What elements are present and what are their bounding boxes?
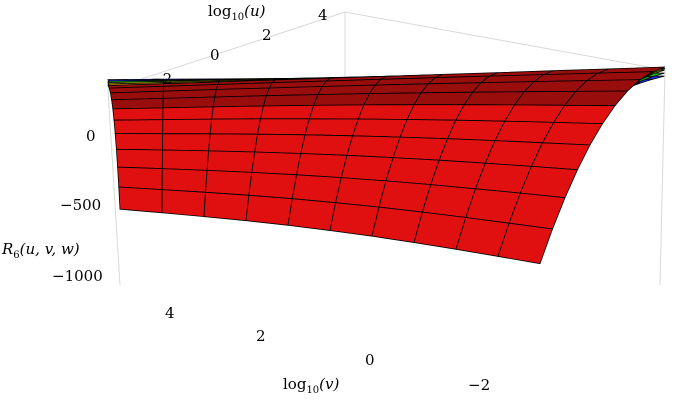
surface-patch <box>357 104 415 120</box>
surface-patch <box>118 186 163 214</box>
surface-patch <box>206 150 256 173</box>
z-axis-label: R6(u, v, w) <box>1 240 80 261</box>
surface-patch <box>161 189 206 218</box>
surface-patch <box>162 133 211 152</box>
surface-patch <box>287 198 337 231</box>
surface-patch <box>248 171 298 200</box>
plot-box-front <box>107 69 666 286</box>
u-tick-label: 0 <box>210 46 220 64</box>
surface-patch <box>340 154 394 182</box>
surface-patch <box>291 174 342 204</box>
surface-patch <box>308 104 365 120</box>
surface-patch <box>111 97 164 110</box>
surface-patch <box>317 84 376 96</box>
surface-patch <box>162 106 214 121</box>
surface-patch <box>211 105 265 120</box>
surface-patch <box>254 133 306 154</box>
surface-patch <box>368 83 430 95</box>
surface-patch <box>203 191 250 222</box>
v-tick-label: 2 <box>256 327 266 345</box>
z-tick-label: −1000 <box>52 267 103 285</box>
u-tick-label: −2 <box>150 70 172 88</box>
z-axis: 0 −500 −1000 R6(u, v, w) <box>1 127 103 285</box>
surface-patch <box>161 149 210 171</box>
surface-patch <box>209 118 261 135</box>
surface-patch <box>259 104 315 120</box>
surface-0 <box>107 66 666 265</box>
surface-patch <box>455 104 516 122</box>
surface-patch <box>463 91 526 106</box>
v-tick-label: 4 <box>165 304 175 322</box>
surface-patch <box>413 91 474 106</box>
surface-patch <box>530 142 591 171</box>
surface-patch <box>497 222 554 265</box>
u-tick-label: 4 <box>318 6 328 24</box>
surface-patch <box>257 118 310 136</box>
surface-patch <box>113 119 164 135</box>
surface-patch <box>399 119 457 140</box>
u-axis: −2 0 2 4 log10(u) <box>150 2 328 88</box>
v-tick-label: 0 <box>365 351 375 369</box>
surface-patch <box>371 206 423 243</box>
surface-patch <box>245 194 293 226</box>
surface-patch <box>363 92 422 106</box>
surface-patch <box>304 118 359 137</box>
surface-patch <box>212 95 267 108</box>
surface-patch <box>262 94 319 107</box>
surface-patch <box>552 104 616 125</box>
surface-patch <box>313 93 371 106</box>
surface-patch <box>117 166 163 191</box>
surface-patch <box>115 148 163 170</box>
box-front-left-edge <box>107 89 121 286</box>
surface-patch <box>385 157 440 186</box>
surface-patch <box>251 151 302 176</box>
surface-patch <box>208 133 259 153</box>
u-axis-label: log10(u) <box>208 2 266 23</box>
surface-patch <box>300 134 354 156</box>
surface-patch <box>392 136 449 161</box>
surface-patch <box>296 153 348 179</box>
surface-patch <box>352 118 408 138</box>
surface-patch <box>563 90 629 107</box>
surface-patch <box>162 118 213 135</box>
surface-patch <box>420 82 483 94</box>
v-axis-label: log10(v) <box>283 375 339 396</box>
z-tick-label: −500 <box>60 196 101 214</box>
surface-patch <box>114 133 164 151</box>
surfaces <box>107 66 666 265</box>
surface-patch <box>346 135 401 159</box>
surface-patch <box>329 202 380 237</box>
box-front-right-edge <box>659 69 666 286</box>
surface-patch <box>406 104 465 121</box>
surface-patch <box>205 169 253 196</box>
surface-patch <box>112 107 164 121</box>
u-tick-label: 2 <box>262 26 272 44</box>
surface-patch <box>161 168 208 193</box>
z-tick-label: 0 <box>86 127 96 145</box>
surface-patch <box>541 121 604 146</box>
surface-patch <box>378 180 432 213</box>
surface-patch <box>162 96 216 109</box>
v-tick-label: −2 <box>468 376 490 394</box>
v-axis: 4 2 0 −2 log10(v) <box>165 304 490 396</box>
surface-patch <box>335 177 387 208</box>
